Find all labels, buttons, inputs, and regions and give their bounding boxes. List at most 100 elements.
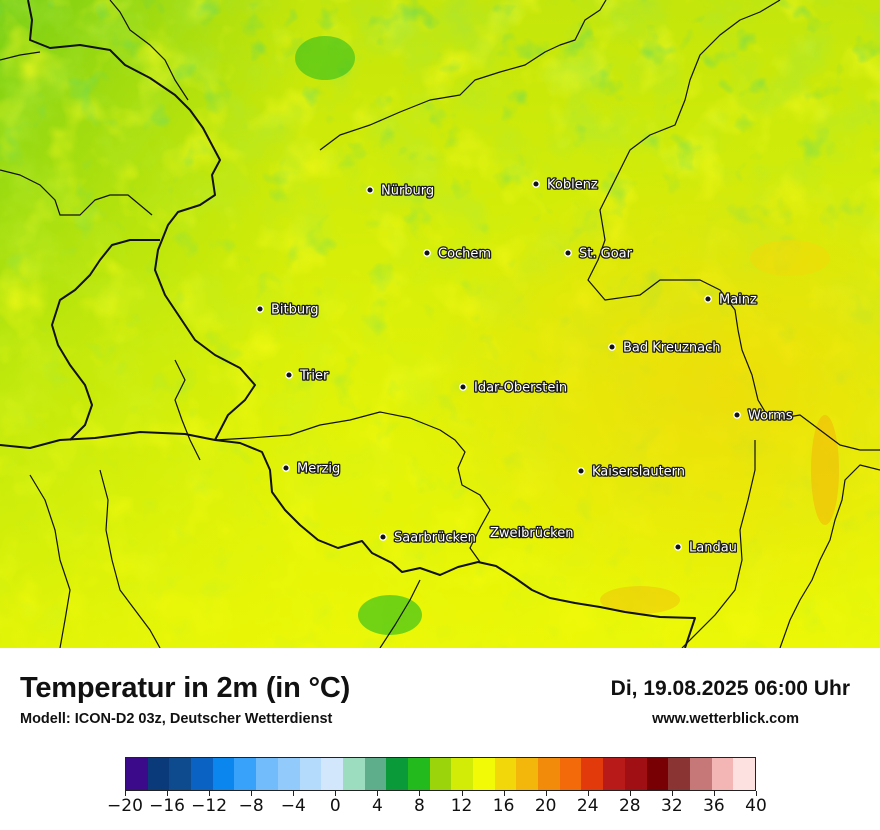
legend-tick-label: 20 [534,796,557,816]
legend-swatch [711,758,734,790]
city-dot [532,180,540,188]
legend-swatch [212,758,235,790]
legend-tick [713,791,715,796]
city-label: Trier [299,369,329,384]
border-state [27,0,256,441]
city-marker: Idar-Oberstein [459,379,568,397]
border-state [0,431,696,648]
legend-swatch [646,758,669,790]
legend-swatch [581,758,604,790]
legend-swatch [516,758,539,790]
city-dot [577,467,585,475]
legend-swatch [407,758,430,790]
city-label: Bad Kreuznach [623,341,721,356]
border-state [29,474,71,648]
city-label: Merzig [297,462,340,477]
legend-tick-label: 36 [703,796,725,816]
legend-tick [167,791,169,796]
website-link[interactable]: www.wetterblick.com [652,711,799,727]
legend-swatch [689,758,712,790]
legend-tick [629,791,631,796]
legend-tick-label: 40 [745,796,767,816]
legend-tick-label: 4 [371,796,383,816]
legend-swatch [668,758,690,790]
legend-tick-label: 24 [576,796,599,816]
city-label: Landau [689,541,737,556]
legend-tick-label: −12 [191,796,228,816]
legend-tick [293,791,295,796]
border-state [51,239,160,441]
legend-swatch [429,758,452,790]
border-state [779,464,880,648]
legend-tick [545,791,547,796]
city-label: Kaiserslautern [592,465,685,480]
model-source: Modell: ICON-D2 03z, Deutscher Wetterdie… [20,711,333,727]
legend-swatch [342,758,365,790]
legend-swatch [299,758,322,790]
map-footer: Temperatur in 2m (in °C) Modell: ICON-D2… [0,648,880,830]
legend-swatch [321,758,343,790]
legend-tick [125,791,126,796]
city-label: Nürburg [381,184,434,199]
border-state [99,469,161,648]
legend-swatch [364,758,387,790]
city-label: Bitburg [271,303,319,318]
legend-swatch [277,758,300,790]
legend-tick-label: 32 [661,796,683,816]
legend-swatch [169,758,192,790]
forecast-datetime: Di, 19.08.2025 06:00 Uhr [610,677,850,700]
city-dot [423,249,431,257]
city-dot [564,249,572,257]
legend-swatch [256,758,278,790]
legend-tick-label: −20 [107,796,143,816]
legend-tick-label: 12 [450,796,473,816]
legend-tick [251,791,253,796]
legend-swatch [126,758,148,790]
border-state [319,0,607,151]
city-dot [608,343,616,351]
legend-swatch [733,758,755,790]
border-state [174,359,201,461]
city-marker: Merzig [282,460,342,478]
legend-swatch [473,758,495,790]
city-marker: Cochem [423,245,492,263]
border-state [379,579,421,648]
border-state [0,51,41,61]
city-dot [379,533,387,541]
city-dot [256,305,264,313]
legend-tick-label: 28 [618,796,641,816]
legend-tick-label: −8 [238,796,264,816]
city-label: Cochem [438,247,491,262]
legend-tick-label: 16 [492,796,515,816]
legend-swatch [191,758,213,790]
city-marker: Kaiserslautern [577,463,686,481]
city-label: Zweibrücken [490,526,573,541]
legend-tick [461,791,463,796]
legend-swatch [603,758,625,790]
city-marker: Landau [674,539,738,557]
legend-tick [671,791,673,796]
city-marker: Zweibrücken [489,525,575,543]
city-dot [674,543,682,551]
city-label: Mainz [719,293,757,308]
city-dot [459,383,467,391]
legend-tick [377,791,379,796]
city-dot [366,186,374,194]
legend-swatch [147,758,170,790]
legend-swatch [234,758,257,790]
city-marker: Saarbrücken [379,529,477,547]
legend-tick [756,791,757,796]
city-marker: Mainz [704,291,758,309]
legend-tick-label: 0 [329,796,341,816]
legend-tick [503,791,505,796]
city-dot [285,371,293,379]
legend-tick-label: −4 [280,796,306,816]
legend-swatch [559,758,582,790]
map-title: Temperatur in 2m (in °C) [20,672,351,704]
city-label: Saarbrücken [394,531,476,546]
city-marker: Koblenz [532,176,599,194]
border-state [0,169,153,216]
border-state [587,0,880,451]
city-dot [282,464,290,472]
city-label: Koblenz [547,178,598,193]
